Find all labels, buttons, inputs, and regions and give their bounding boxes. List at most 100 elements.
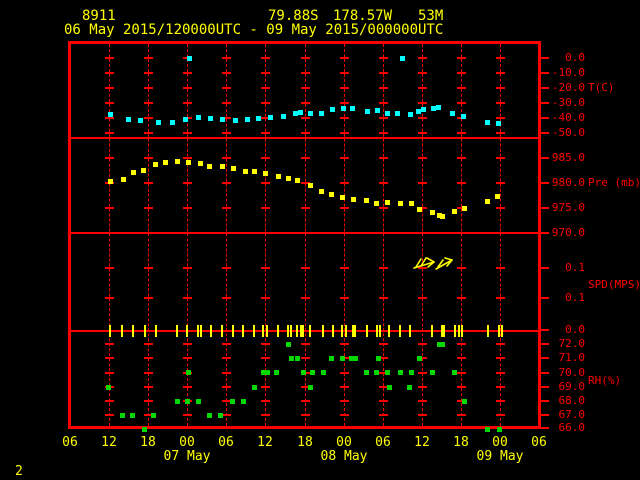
wind-calm-tick: [332, 325, 334, 337]
grid-cross: [105, 400, 114, 402]
grid-cross: [379, 357, 388, 359]
humidity-point: [374, 370, 379, 375]
grid-cross: [183, 267, 192, 269]
grid-cross: [183, 132, 192, 134]
y-axis-tick-label: -20.0: [551, 81, 585, 94]
humidity-point: [274, 370, 279, 375]
grid-cross: [105, 207, 114, 209]
grid-cross: [379, 414, 388, 416]
grid-cross: [340, 72, 349, 74]
y-axis-tick-label: 975.0: [551, 201, 585, 214]
grid-cross: [183, 357, 192, 359]
grid-cross: [261, 343, 270, 345]
grid-cross: [144, 372, 153, 374]
temperature-point: [298, 110, 303, 115]
humidity-point: [353, 356, 358, 361]
grid-cross: [105, 372, 114, 374]
grid-cross: [379, 267, 388, 269]
grid-cross: [496, 57, 505, 59]
humidity-point: [497, 427, 502, 432]
grid-cross: [301, 343, 310, 345]
grid-cross: [340, 372, 349, 374]
grid-cross: [222, 386, 231, 388]
humidity-point: [409, 370, 414, 375]
grid-cross: [105, 102, 114, 104]
grid-cross: [457, 357, 466, 359]
plot-frame: [68, 41, 541, 429]
wind-calm-tick: [443, 325, 445, 337]
grid-cross: [379, 72, 388, 74]
temperature-point: [416, 109, 421, 114]
y-axis-tick: [541, 132, 549, 134]
humidity-point: [151, 413, 156, 418]
temperature-point: [268, 115, 273, 120]
x-axis-hour-label: 12: [257, 435, 273, 450]
grid-column: [226, 44, 227, 426]
humidity-point: [261, 370, 266, 375]
y-axis-tick-label: -50.0: [551, 126, 585, 139]
grid-cross: [222, 72, 231, 74]
grid-cross: [144, 132, 153, 134]
pressure-point: [440, 214, 445, 219]
grid-cross: [105, 72, 114, 74]
wind-calm-tick: [345, 325, 347, 337]
wind-calm-tick: [221, 325, 223, 337]
x-axis-hour-label: 18: [453, 435, 469, 450]
humidity-point: [387, 385, 392, 390]
grid-cross: [105, 157, 114, 159]
pressure-point: [385, 200, 390, 205]
grid-cross: [379, 117, 388, 119]
y-axis-unit-label: T(C): [588, 81, 615, 94]
temperature-point: [245, 117, 250, 122]
temperature-point: [395, 111, 400, 116]
grid-cross: [222, 414, 231, 416]
pressure-point: [452, 209, 457, 214]
grid-cross: [340, 297, 349, 299]
grid-cross: [340, 207, 349, 209]
humidity-point: [185, 399, 190, 404]
wind-calm-tick: [121, 325, 123, 337]
grid-cross: [379, 372, 388, 374]
humidity-point: [196, 399, 201, 404]
pressure-point: [437, 213, 442, 218]
temperature-point: [138, 118, 143, 123]
grid-column: [148, 44, 149, 426]
humidity-point: [230, 399, 235, 404]
humidity-point: [440, 342, 445, 347]
temperature-point: [450, 111, 455, 116]
grid-cross: [183, 87, 192, 89]
grid-cross: [222, 157, 231, 159]
grid-cross: [457, 372, 466, 374]
grid-cross: [301, 72, 310, 74]
grid-cross: [496, 267, 505, 269]
humidity-point: [437, 342, 442, 347]
grid-cross: [340, 414, 349, 416]
temperature-point: [431, 106, 436, 111]
humidity-point: [349, 356, 354, 361]
grid-cross: [379, 87, 388, 89]
y-axis-tick-label: -30.0: [551, 96, 585, 109]
grid-column: [461, 44, 462, 426]
wind-calm-tick: [287, 325, 289, 337]
y-axis-tick: [541, 329, 549, 331]
wind-calm-tick: [232, 325, 234, 337]
grid-cross: [105, 357, 114, 359]
grid-cross: [379, 386, 388, 388]
wind-calm-tick: [109, 325, 111, 337]
humidity-point: [218, 413, 223, 418]
y-axis-tick-label: 0.1: [565, 291, 585, 304]
wind-calm-tick: [352, 325, 354, 337]
grid-cross: [301, 57, 310, 59]
wind-calm-tick: [399, 325, 401, 337]
grid-cross: [496, 72, 505, 74]
grid-cross: [418, 386, 427, 388]
grid-cross: [340, 386, 349, 388]
grid-cross: [418, 102, 427, 104]
pressure-point: [231, 166, 236, 171]
grid-cross: [144, 386, 153, 388]
wind-calm-tick: [366, 325, 368, 337]
grid-cross: [457, 102, 466, 104]
grid-cross: [457, 400, 466, 402]
wind-barb-icon: [412, 255, 438, 273]
grid-cross: [222, 400, 231, 402]
